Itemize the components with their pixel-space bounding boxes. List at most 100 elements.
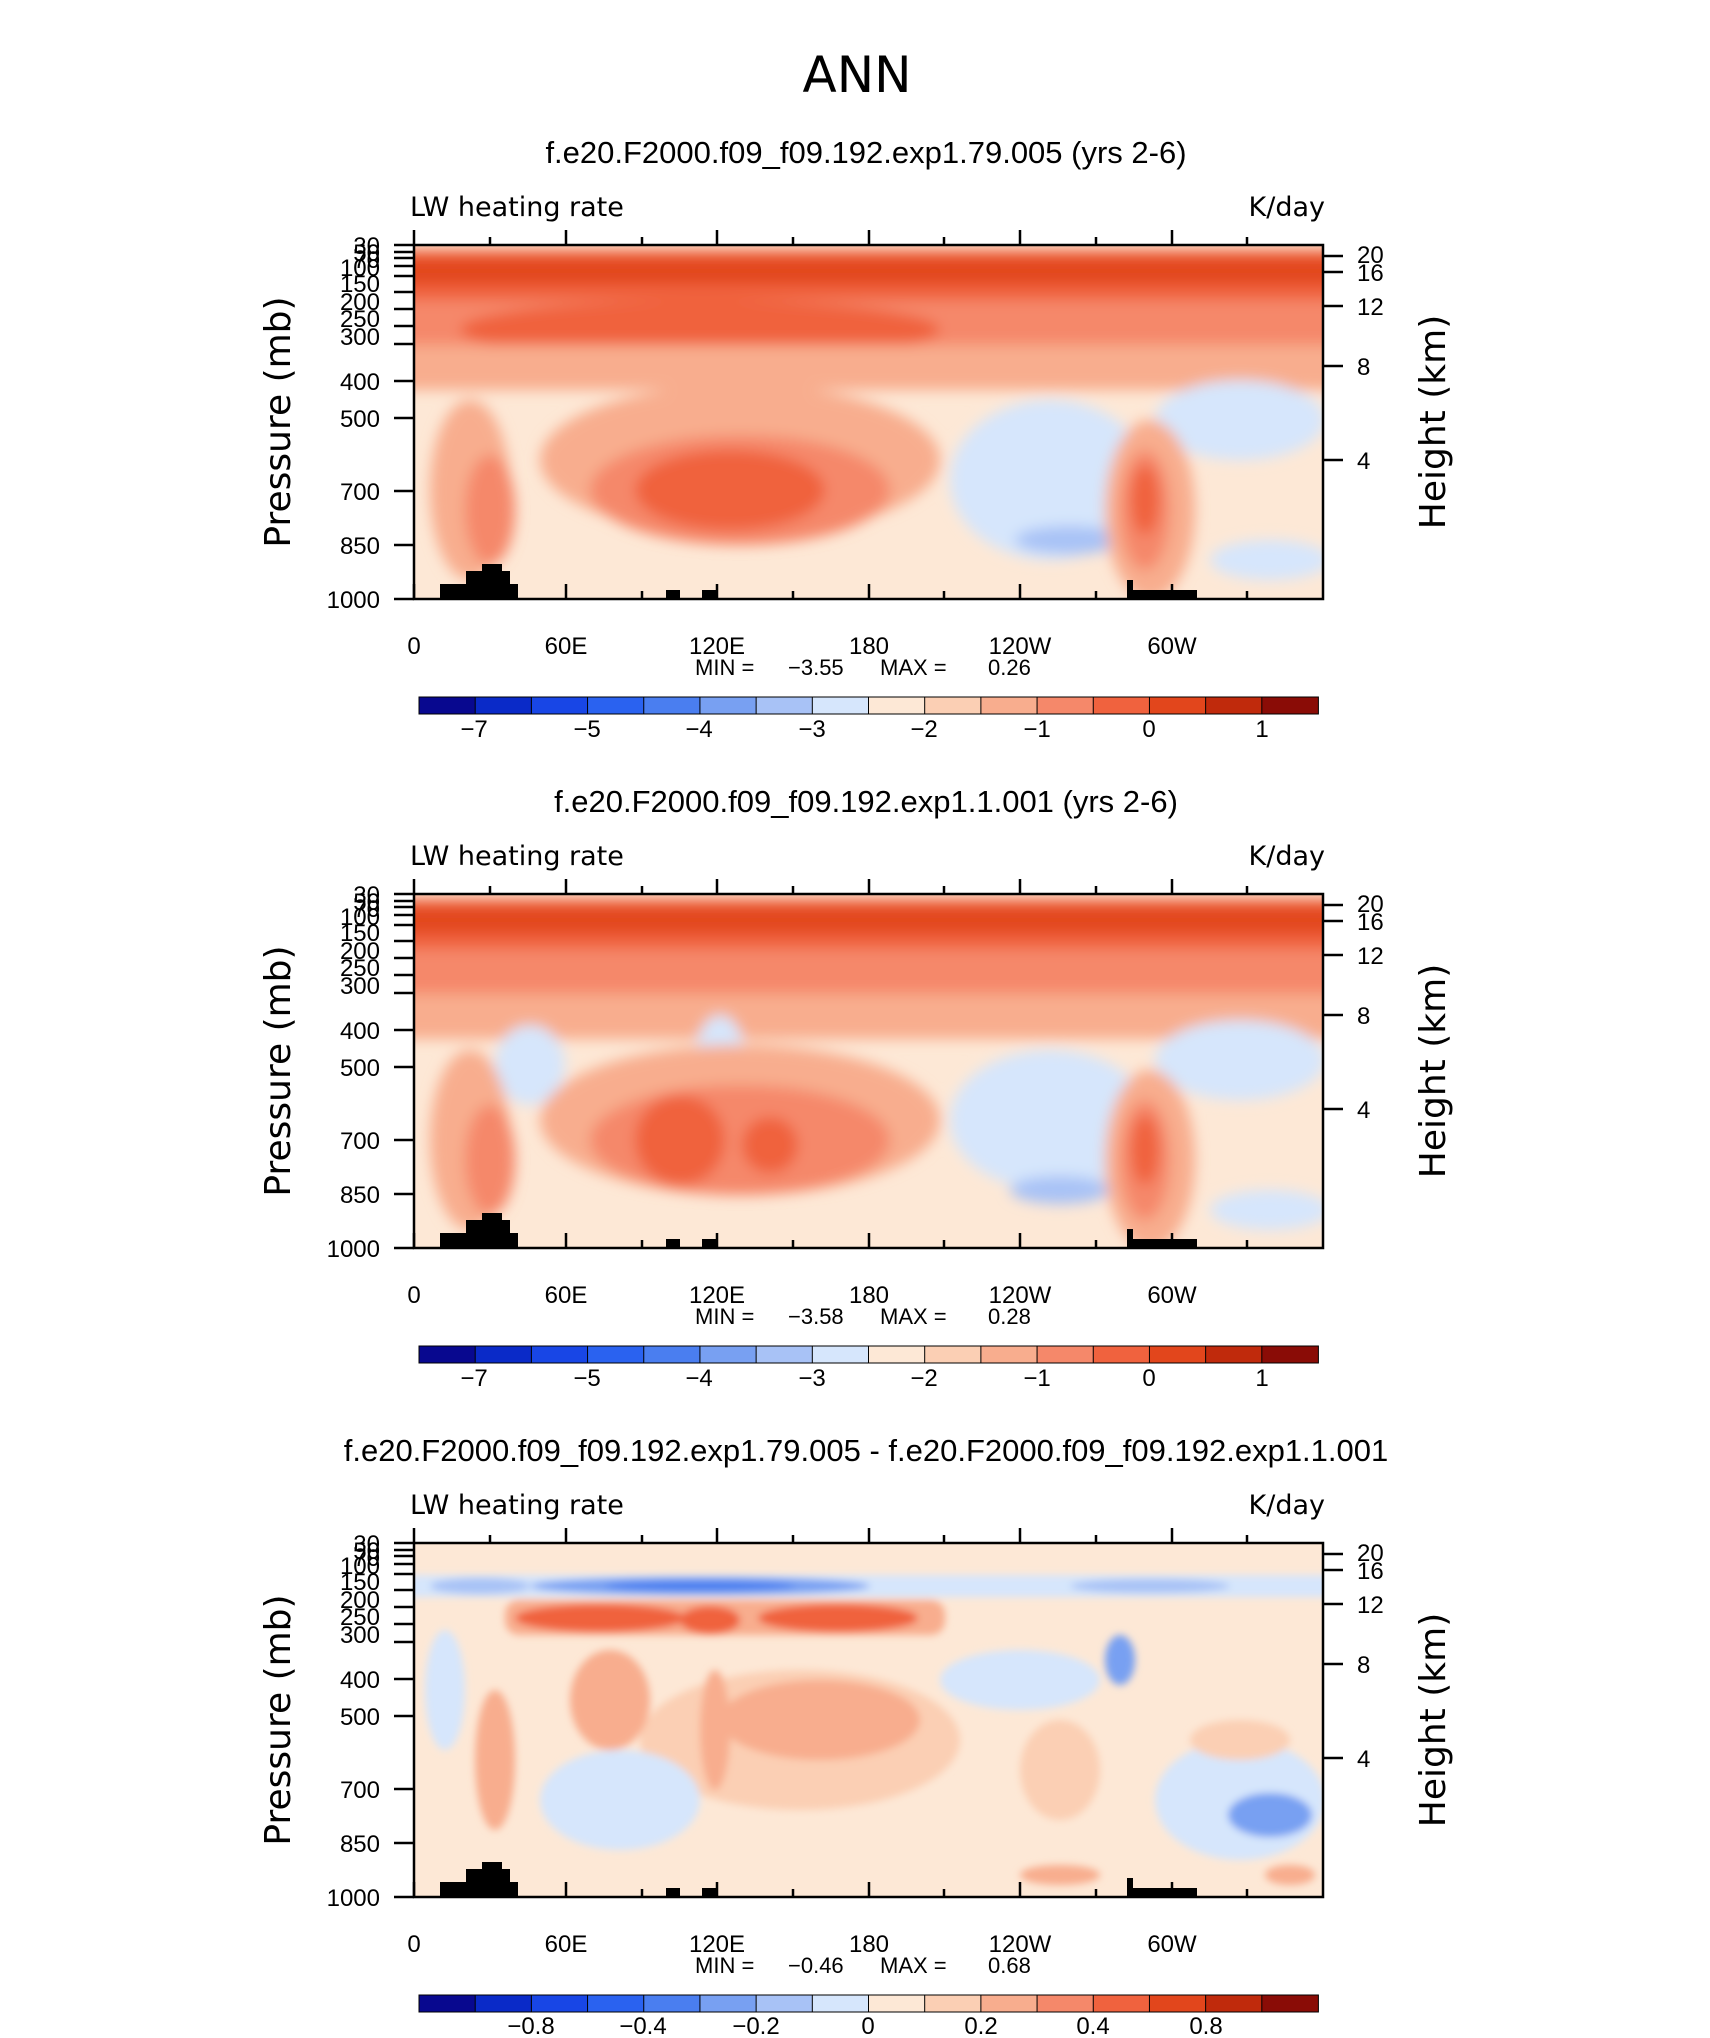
colorbar-swatch [755, 1994, 814, 2013]
colorbar-label: −5 [573, 1365, 600, 1392]
colorbar-swatch [1261, 1994, 1319, 2013]
colorbar-label: 0 [1142, 1365, 1155, 1392]
panel-3-y2-axis-label: Height (km) [1413, 1613, 1454, 1827]
y-tick-label: 250 [340, 306, 380, 333]
colorbar-label: 0.8 [1189, 2013, 1222, 2038]
panel-2-y-ticks [394, 892, 1343, 1250]
panel-2-x-tick-labels: 0 60E 120E 180 120W 60W [407, 1282, 1197, 1309]
x-tick-label: 60W [1147, 633, 1197, 660]
colorbar-label: −1 [1023, 1365, 1050, 1392]
y2-tick-label: 12 [1357, 943, 1384, 970]
y2-tick-label: 20 [1357, 242, 1384, 269]
y-tick-label: 70 [353, 896, 380, 923]
x-tick-label: 0 [407, 1931, 420, 1958]
y-tick-label: 50 [353, 240, 380, 267]
panel-2: f.e20.F2000.f09_f09.192.exp1.1.001 (yrs … [258, 784, 1454, 1392]
y-tick-label: 100 [340, 1553, 380, 1580]
colorbar-label: −7 [460, 1365, 487, 1392]
panel-3-colorbar-labels: −0.8 −0.4 −0.2 0 0.2 0.4 0.8 [507, 2013, 1222, 2038]
y2-tick-label: 8 [1357, 354, 1370, 381]
panel-2-colorbar-labels: −7 −5 −4 −3 −2 −1 0 1 [460, 1365, 1268, 1392]
panel-2-y2-axis-label: Height (km) [1413, 964, 1454, 1178]
panel-3-y2-tick-labels: 20 16 12 8 4 [1357, 1540, 1384, 1773]
max-label: MAX = [880, 1304, 947, 1329]
colorbar-swatch [474, 696, 533, 715]
colorbar-swatch [1148, 696, 1207, 715]
y-tick-label: 500 [340, 1704, 380, 1731]
colorbar-label: −3 [798, 716, 825, 743]
panel-1-min-max: MIN = −3.55 MAX = 0.26 [695, 655, 1031, 680]
x-tick-label: 120W [989, 1282, 1052, 1309]
y-tick-label: 100 [340, 904, 380, 931]
y-tick-label: 400 [340, 1018, 380, 1045]
panel-3-title: f.e20.F2000.f09_f09.192.exp1.79.005 - f.… [344, 1433, 1389, 1468]
y-tick-label: 850 [340, 1182, 380, 1209]
colorbar-label: −4 [685, 716, 712, 743]
min-value: −3.55 [788, 655, 844, 680]
y-tick-label: 50 [353, 889, 380, 916]
y-tick-label: 850 [340, 533, 380, 560]
colorbar-swatch [755, 1345, 814, 1364]
colorbar-swatch [643, 1994, 701, 2013]
y-tick-label: 500 [340, 406, 380, 433]
panel-3: f.e20.F2000.f09_f09.192.exp1.79.005 - f.… [258, 1433, 1454, 2038]
panel-3-colorbar [418, 1994, 1319, 2013]
panel-1-x-tick-labels: 0 60E 120E 180 120W 60W [407, 633, 1197, 660]
colorbar-label: 0.2 [964, 2013, 997, 2038]
panel-3-y-ticks [394, 1541, 1343, 1899]
colorbar-label: 0 [1142, 716, 1155, 743]
colorbar-swatch [755, 696, 814, 715]
colorbar-swatch [1261, 1345, 1319, 1364]
colorbar-swatch [474, 1994, 533, 2013]
x-tick-label: 0 [407, 1282, 420, 1309]
y2-tick-label: 16 [1357, 909, 1384, 936]
y-tick-label: 150 [340, 1569, 380, 1596]
colorbar-swatch [924, 1994, 982, 2013]
panel-3-y-tick-labels: 30 50 70 100 150 200 250 300 400 500 700… [327, 1531, 380, 1912]
colorbar-label: −7 [460, 716, 487, 743]
y-tick-label: 300 [340, 1622, 380, 1649]
panel-1-y-tick-labels: 30 50 70 100 150 200 250 300 400 500 700… [327, 233, 380, 614]
colorbar-swatch [868, 696, 926, 715]
colorbar-label: 0.4 [1076, 2013, 1109, 2038]
panel-2-title: f.e20.F2000.f09_f09.192.exp1.1.001 (yrs … [554, 784, 1178, 819]
panel-1-x-ticks [412, 230, 1249, 599]
colorbar-swatch [530, 696, 589, 715]
y2-tick-label: 8 [1357, 1652, 1370, 1679]
max-label: MAX = [880, 1953, 947, 1978]
colorbar-label: 1 [1255, 1365, 1268, 1392]
panel-2-y2-tick-labels: 20 16 12 8 4 [1357, 891, 1384, 1124]
colorbar-swatch [1148, 1345, 1207, 1364]
y-tick-label: 300 [340, 973, 380, 1000]
max-value: 0.68 [988, 1953, 1031, 1978]
colorbar-swatch [811, 696, 870, 715]
y-tick-label: 850 [340, 1831, 380, 1858]
y-tick-label: 1000 [327, 587, 380, 614]
y2-tick-label: 12 [1357, 1592, 1384, 1619]
y-tick-label: 1000 [327, 1885, 380, 1912]
max-value: 0.28 [988, 1304, 1031, 1329]
y-tick-label: 250 [340, 1604, 380, 1631]
colorbar-swatch [699, 1345, 758, 1364]
colorbar-swatch [1205, 1345, 1263, 1364]
colorbar-swatch [418, 1345, 477, 1364]
x-tick-label: 60W [1147, 1931, 1197, 1958]
colorbar-swatch [924, 696, 982, 715]
min-value: −0.46 [788, 1953, 844, 1978]
panel-1-units-label: K/day [1249, 192, 1325, 223]
y-tick-label: 700 [340, 1777, 380, 1804]
x-tick-label: 60W [1147, 1282, 1197, 1309]
x-tick-label: 180 [849, 1282, 889, 1309]
panel-2-y-axis-label: Pressure (mb) [258, 945, 299, 1196]
y-tick-label: 200 [340, 289, 380, 316]
panel-2-contour-field [414, 894, 1323, 1248]
panel-2-units-label: K/day [1249, 841, 1325, 872]
colorbar-swatch [530, 1345, 589, 1364]
colorbar-swatch [587, 1345, 645, 1364]
y-tick-label: 200 [340, 938, 380, 965]
panel-2-topography [440, 1213, 1197, 1248]
colorbar-swatch [1036, 696, 1095, 715]
colorbar-label: 1 [1255, 716, 1268, 743]
colorbar-label: −2 [910, 716, 937, 743]
x-tick-label: 120W [989, 633, 1052, 660]
